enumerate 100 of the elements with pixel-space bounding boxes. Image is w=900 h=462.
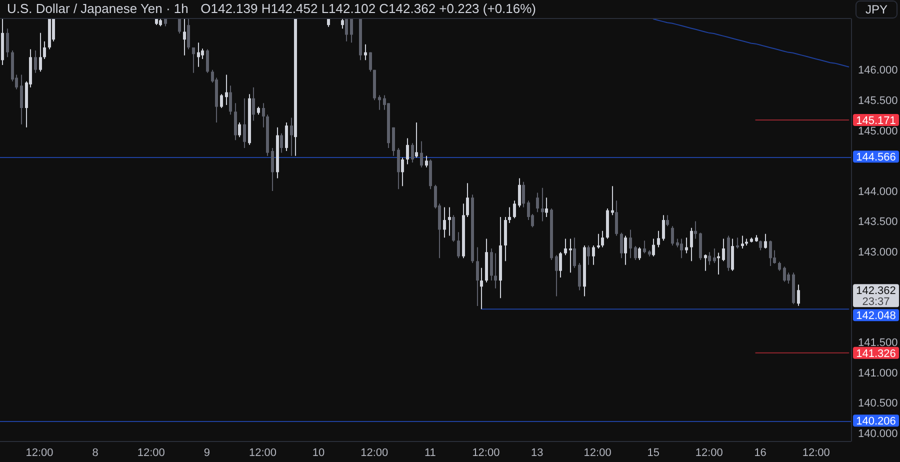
candlestick: [443, 206, 446, 238]
candlestick: [671, 226, 674, 246]
y-tick-label: 140.000: [858, 428, 898, 440]
candlestick: [680, 238, 683, 259]
candlestick: [20, 74, 23, 125]
x-tick-label: 12:00: [584, 447, 612, 459]
candlestick: [652, 238, 655, 257]
y-tick-label: 144.000: [858, 186, 898, 198]
candlestick: [220, 94, 223, 108]
candlestick: [411, 142, 414, 163]
candlestick: [480, 267, 483, 310]
ref-line-label: 144.566: [856, 152, 896, 164]
candlestick: [401, 157, 404, 187]
candlestick: [624, 235, 627, 266]
candlestick: [559, 252, 562, 278]
candlestick: [541, 187, 544, 222]
y-tick-label: 143.500: [858, 216, 898, 228]
candlestick: [731, 238, 734, 272]
candlestick: [741, 235, 744, 249]
candlestick: [187, 19, 190, 50]
x-tick-label: 12:00: [26, 447, 54, 459]
y-tick-label: 141.000: [858, 367, 898, 380]
x-tick-label: 12:00: [248, 447, 277, 459]
candlestick: [713, 248, 716, 264]
candlestick: [555, 254, 558, 297]
chart-title: U.S. Dollar / Japanese Yen · 1h: [7, 1, 188, 16]
x-tick-label: 15: [647, 447, 660, 459]
candlestick: [341, 19, 344, 30]
y-tick-label: 143.000: [858, 246, 898, 258]
candlestick: [252, 86, 255, 122]
candlestick: [425, 155, 428, 168]
candlestick: [243, 98, 246, 148]
candlestick: [685, 237, 688, 254]
candlestick: [536, 192, 539, 213]
candlestick: [345, 19, 348, 42]
candlestick: [229, 85, 232, 116]
candlestick: [662, 214, 665, 242]
candlestick: [369, 52, 372, 72]
candlestick: [285, 122, 288, 152]
candlestick: [420, 140, 423, 168]
candlestick: [601, 230, 604, 248]
candlestick: [666, 214, 669, 227]
candlestick: [6, 28, 9, 58]
candlestick: [513, 200, 516, 219]
x-tick-label: 12:00: [802, 447, 830, 459]
candlestick: [43, 40, 46, 60]
candlestick: [643, 240, 646, 254]
candlestick: [262, 102, 265, 128]
candlestick: [694, 220, 697, 240]
series-label: 145.171: [856, 115, 896, 128]
candlestick: [225, 74, 228, 106]
y-tick-label: 141.500: [858, 337, 898, 350]
candlestick: [206, 48, 209, 74]
candlestick: [787, 272, 790, 284]
candlestick: [192, 46, 195, 74]
x-tick-label: 8: [92, 447, 98, 459]
text: 23:37: [862, 296, 890, 308]
candlestick: [759, 240, 762, 251]
x-tick-label: 12:00: [360, 447, 388, 459]
candlestick: [587, 244, 590, 266]
candlestick: [797, 284, 800, 306]
candlestick: [406, 138, 409, 165]
candlestick: [764, 233, 767, 249]
x-tick-label: 12:00: [695, 447, 723, 459]
candlestick: [629, 229, 632, 259]
candlestick: [397, 147, 400, 190]
x-tick-label: 16: [754, 447, 766, 459]
candlestick: [592, 244, 595, 266]
candlestick: [778, 261, 781, 272]
series-label: 141.326: [856, 348, 896, 360]
candlestick: [364, 44, 367, 61]
candlestick: [704, 254, 707, 272]
candlestick: [634, 246, 637, 260]
candlestick: [197, 42, 200, 68]
y-tick-label: 145.500: [858, 94, 898, 107]
candlestick: [448, 206, 451, 236]
candlestick: [466, 182, 469, 218]
series-label: 142.048: [856, 310, 896, 322]
candlestick: [722, 238, 725, 262]
candlestick: [708, 252, 711, 266]
candlestick: [457, 232, 460, 259]
candlestick: [690, 227, 693, 262]
candlestick: [573, 237, 576, 268]
candlestick: [545, 197, 548, 218]
text: 142.362: [856, 285, 896, 298]
candlestick: [522, 181, 525, 208]
candlestick: [657, 230, 660, 248]
x-tick-label: 12:00: [137, 447, 165, 459]
x-tick-label: 11: [424, 447, 436, 459]
candlestick: [578, 262, 581, 291]
y-tick-label: 146.000: [858, 64, 898, 77]
candlestick: [178, 19, 181, 34]
candlestick: [280, 132, 283, 154]
candlestick: [234, 102, 237, 141]
candlestick: [415, 122, 418, 158]
candlestick: [34, 50, 37, 74]
y-tick-label: 140.500: [858, 398, 898, 410]
x-tick-label: 13: [530, 447, 544, 459]
candlestick: [378, 94, 381, 110]
candlestick: [769, 240, 772, 267]
